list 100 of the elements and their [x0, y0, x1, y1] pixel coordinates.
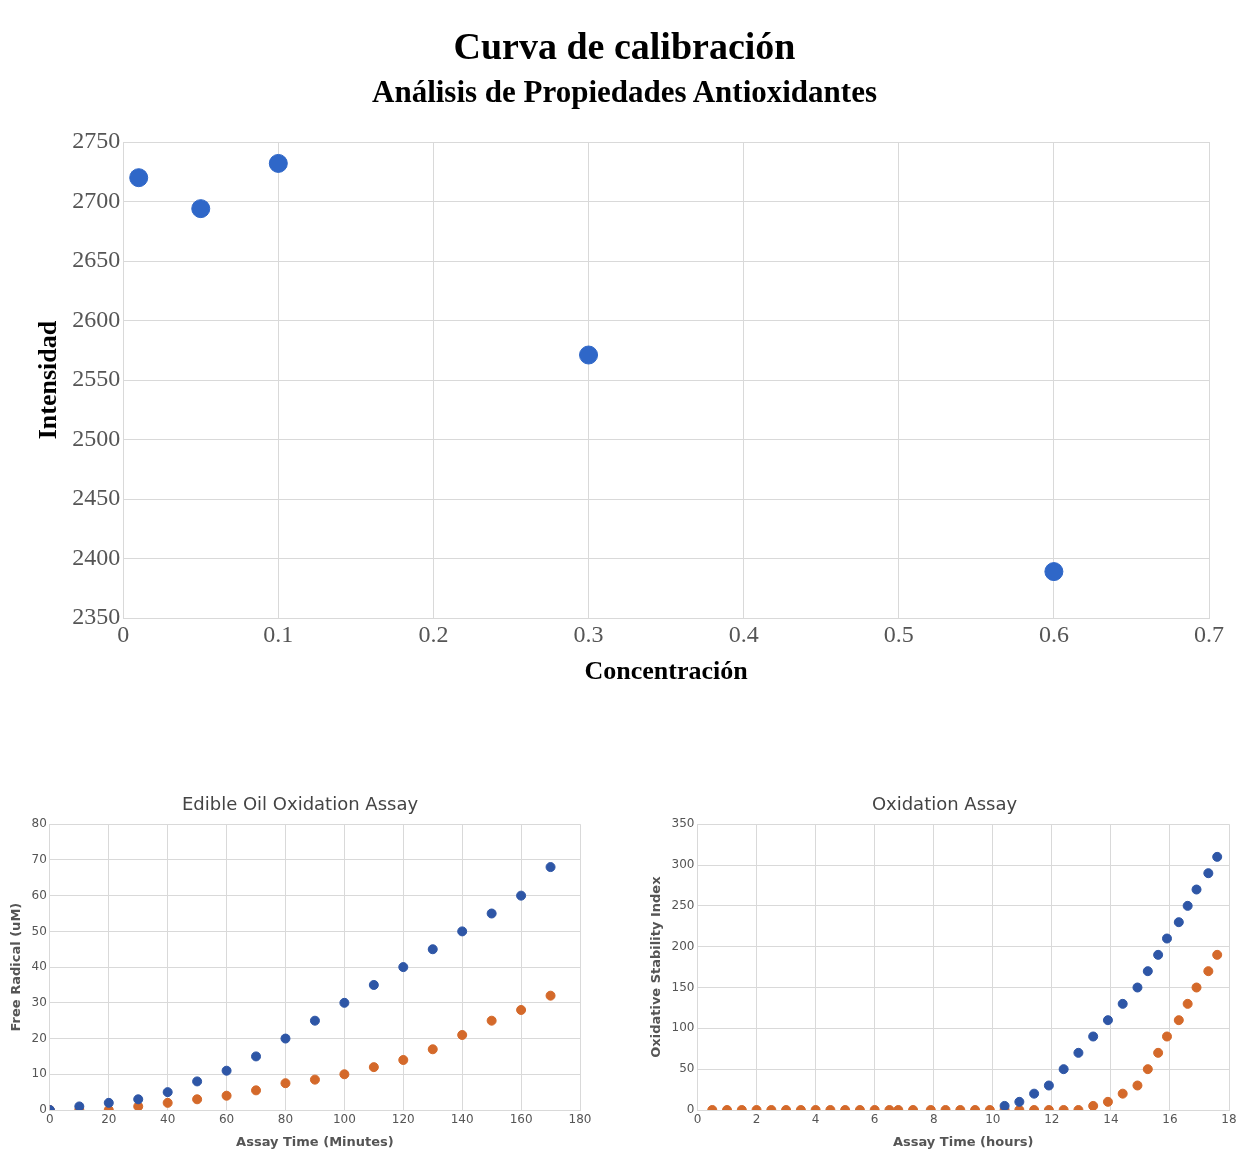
y-tick-label: 2700: [72, 187, 121, 214]
point: [221, 1090, 232, 1101]
y-tick-label: 250: [671, 897, 695, 912]
point: [1182, 998, 1193, 1009]
point: [1029, 1088, 1040, 1099]
point: [999, 1100, 1010, 1110]
y-tick-label: 2400: [72, 544, 121, 571]
x-tick-label: 0.6: [1038, 620, 1069, 647]
y-tick-label: 100: [671, 1020, 695, 1035]
point: [1173, 1015, 1184, 1026]
x-tick-label: 2: [752, 1112, 761, 1127]
y-tick-label: 10: [31, 1066, 47, 1081]
point: [368, 979, 379, 990]
point: [309, 1015, 320, 1026]
y-tick-label: 2450: [72, 484, 121, 511]
y-axis-title: Oxidative Stability Index: [648, 875, 664, 1058]
y-tick-label: 0: [39, 1102, 47, 1117]
point: [1191, 982, 1202, 993]
point: [1043, 1080, 1054, 1091]
x-tick-label: 140: [450, 1112, 474, 1127]
y-tick-label: 350: [671, 816, 695, 831]
chart-title: Oxidation Assay: [870, 793, 1019, 814]
point: [545, 862, 556, 873]
point: [1058, 1064, 1069, 1075]
x-tick-label: 12: [1044, 1112, 1060, 1127]
y-tick-label: 30: [31, 994, 47, 1009]
x-tick-label: 0.5: [883, 620, 914, 647]
point: [398, 962, 409, 973]
point: [1161, 1031, 1172, 1042]
point: [1212, 949, 1223, 960]
point: [1132, 982, 1143, 993]
point: [162, 1087, 173, 1098]
x-tick-label: 16: [1162, 1112, 1178, 1127]
point: [251, 1085, 262, 1096]
point: [1044, 562, 1064, 582]
point: [192, 1076, 203, 1087]
point: [133, 1094, 144, 1105]
x-tick-label: 0.1: [263, 620, 294, 647]
point: [1203, 868, 1214, 879]
point: [1117, 1088, 1128, 1099]
point: [1161, 933, 1172, 944]
point: [1212, 851, 1223, 862]
x-tick-label: 0.4: [728, 620, 759, 647]
y-tick-label: 0: [686, 1102, 695, 1117]
point: [1191, 884, 1202, 895]
x-tick-label: 120: [391, 1112, 415, 1127]
x-tick-label: 14: [1103, 1112, 1119, 1127]
point: [1088, 1100, 1099, 1110]
y-tick-label: 80: [31, 816, 47, 831]
x-tick-label: 180: [568, 1112, 592, 1127]
x-axis-title: Assay Time (Minutes): [236, 1133, 394, 1149]
point: [1203, 966, 1214, 977]
point: [309, 1074, 320, 1085]
chart-subtitle: Análisis de Propiedades Antioxidantes: [371, 73, 878, 111]
x-tick-label: 0.2: [418, 620, 449, 647]
point: [74, 1101, 85, 1110]
y-tick-label: 50: [31, 923, 47, 938]
x-tick-label: 80: [277, 1112, 294, 1127]
y-tick-label: 2550: [72, 365, 121, 392]
y-axis-title: Intensidad: [33, 320, 63, 440]
x-tick-label: 4: [811, 1112, 820, 1127]
y-tick-label: 2650: [72, 246, 121, 273]
point: [280, 1033, 291, 1044]
point: [516, 1004, 527, 1015]
y-tick-label: 70: [31, 852, 47, 867]
point: [579, 345, 599, 365]
point: [486, 1015, 497, 1026]
point: [516, 890, 527, 901]
x-tick-label: 0.7: [1194, 620, 1224, 647]
x-tick-label: 100: [332, 1112, 356, 1127]
point: [398, 1054, 409, 1065]
y-tick-label: 2500: [72, 425, 121, 452]
point: [1142, 1064, 1153, 1075]
point: [368, 1062, 379, 1073]
point: [103, 1097, 114, 1108]
y-tick-label: 2750: [72, 127, 121, 154]
point: [1142, 966, 1153, 977]
point: [268, 154, 288, 174]
point: [191, 199, 211, 219]
chart-title: Curva de calibración: [452, 24, 797, 68]
point: [1182, 900, 1193, 911]
x-tick-label: 40: [160, 1112, 176, 1127]
point: [1117, 998, 1128, 1009]
point: [251, 1051, 262, 1062]
point: [129, 168, 149, 188]
y-tick-label: 50: [679, 1061, 695, 1076]
y-tick-label: 150: [671, 979, 695, 994]
point: [545, 990, 556, 1001]
x-tick-label: 6: [870, 1112, 879, 1127]
point: [192, 1094, 203, 1105]
y-tick-label: 40: [31, 959, 47, 974]
point: [1014, 1096, 1025, 1107]
point: [1153, 1047, 1164, 1058]
y-tick-label: 20: [31, 1030, 47, 1045]
x-axis-title: Concentración: [584, 656, 749, 686]
point: [1153, 949, 1164, 960]
point: [1102, 1015, 1113, 1026]
y-tick-label: 300: [671, 857, 695, 872]
y-axis-title: Free Radical (uM): [8, 902, 24, 1032]
x-tick-label: 0.3: [573, 620, 604, 647]
